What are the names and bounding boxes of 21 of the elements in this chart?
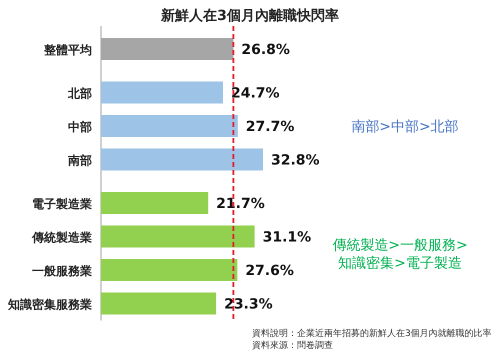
data-label: 26.8% — [241, 42, 290, 58]
text: 南部>中部>北部 — [351, 119, 459, 135]
data-label: 31.1% — [262, 230, 312, 246]
data-label: 21.7% — [216, 196, 265, 212]
data-label: 27.6% — [245, 263, 294, 279]
source-note: 資料來源：問卷調查 — [252, 340, 333, 351]
data-label: 23.3% — [224, 296, 273, 312]
y-tick-label: 一般服務業 — [32, 264, 92, 278]
y-tick-label: 北部 — [67, 86, 92, 100]
data-label: 32.8% — [271, 152, 320, 168]
y-tick-label: 中部 — [68, 120, 92, 134]
data-label: 24.7% — [230, 86, 280, 102]
y-tick-label: 傳統製造業 — [31, 230, 92, 244]
y-tick-label: 電子製造業 — [32, 197, 92, 211]
y-tick-label: 知識密集服務業 — [7, 298, 92, 312]
text: 傳統製造>一般服務> 知識密集>電子製造 — [331, 237, 468, 272]
text: 資料說明：企業近兩年招募的新鮮人在3個月內就離職的比率 — [252, 328, 492, 339]
chart-title: 新鮮人在3個月內離職快閃率 — [160, 7, 339, 24]
y-tick-label: 整體平均 — [43, 43, 92, 57]
data-label: 27.7% — [246, 119, 294, 135]
y-tick-label: 南部 — [67, 154, 92, 168]
